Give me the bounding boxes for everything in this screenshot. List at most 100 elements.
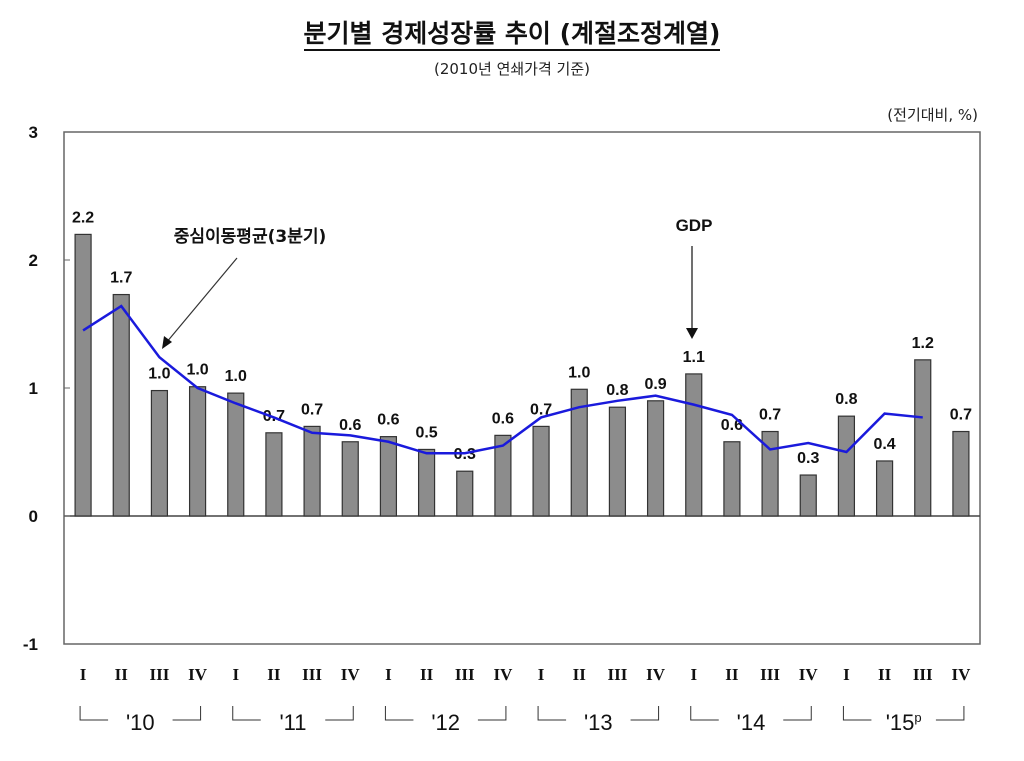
bar xyxy=(188,386,207,517)
bar xyxy=(227,392,245,517)
x-tick-label: II xyxy=(573,665,587,684)
data-label: 0.3 xyxy=(797,450,819,467)
bar xyxy=(456,470,474,517)
data-label: 1.0 xyxy=(186,362,208,379)
arrow-head xyxy=(686,328,698,339)
x-tick-label: I xyxy=(843,665,850,684)
bar xyxy=(952,430,970,517)
arrow-head xyxy=(162,336,172,349)
data-label: 0.7 xyxy=(530,401,552,418)
bar xyxy=(914,359,932,517)
year-bracket-left xyxy=(232,706,261,721)
x-tick-label: I xyxy=(80,665,87,684)
y-tick-label: -1 xyxy=(23,635,38,654)
x-tick-label: IV xyxy=(799,665,819,684)
bar xyxy=(685,373,703,517)
data-label: 0.8 xyxy=(835,391,857,408)
data-label: 0.4 xyxy=(873,436,895,453)
x-tick-label: II xyxy=(115,665,129,684)
year-bracket-right xyxy=(325,706,354,721)
data-label: 0.7 xyxy=(759,407,781,424)
x-tick-label: III xyxy=(607,665,627,684)
x-tick-label: I xyxy=(385,665,392,684)
year-label: '15p xyxy=(886,710,922,735)
data-label: 0.3 xyxy=(454,446,476,463)
year-label: '12 xyxy=(431,710,460,735)
bar xyxy=(112,293,130,517)
data-label: 0.7 xyxy=(301,401,323,418)
bar xyxy=(150,389,169,517)
bar xyxy=(494,434,512,517)
data-label: 1.0 xyxy=(148,366,170,383)
bar xyxy=(761,430,779,517)
x-tick-label: II xyxy=(420,665,434,684)
year-label: '13 xyxy=(584,710,613,735)
bar xyxy=(646,400,665,517)
x-tick-label: I xyxy=(690,665,697,684)
data-label: 0.6 xyxy=(721,417,743,434)
x-tick-label: IV xyxy=(341,665,361,684)
x-tick-label: IV xyxy=(493,665,513,684)
bar xyxy=(608,406,627,517)
bar xyxy=(532,425,550,517)
y-tick-label: 1 xyxy=(29,379,38,398)
bar xyxy=(875,460,894,517)
data-label: 0.9 xyxy=(644,376,666,393)
moving-average-line xyxy=(82,304,923,455)
data-label: 0.6 xyxy=(377,412,399,429)
data-label: 1.1 xyxy=(683,349,705,366)
bar xyxy=(303,425,321,517)
bar xyxy=(837,415,856,517)
x-tick-label: III xyxy=(302,665,322,684)
x-tick-label: II xyxy=(878,665,892,684)
x-tick-label: III xyxy=(149,665,169,684)
bar xyxy=(74,233,92,517)
x-tick-label: I xyxy=(232,665,239,684)
data-label: 1.0 xyxy=(225,368,247,385)
data-label: 0.6 xyxy=(339,417,361,434)
bar xyxy=(379,436,398,517)
x-tick-label: IV xyxy=(646,665,666,684)
year-label: '10 xyxy=(126,710,155,735)
year-bracket-right xyxy=(783,706,812,721)
year-bracket-left xyxy=(537,706,567,721)
data-label: 0.5 xyxy=(415,424,437,441)
y-tick-label: 2 xyxy=(29,251,38,270)
bar xyxy=(723,441,741,517)
year-bracket-left xyxy=(690,706,719,721)
bar xyxy=(570,388,588,517)
data-label: 2.2 xyxy=(72,209,94,226)
year-bracket-right xyxy=(630,706,660,721)
moving-average-annotation: 중심이동평균(3분기) xyxy=(174,227,327,247)
data-label: 1.2 xyxy=(912,335,934,352)
bar xyxy=(799,474,817,517)
gdp-annotation: GDP xyxy=(676,216,713,235)
bar xyxy=(341,441,359,517)
data-label: 0.8 xyxy=(606,382,628,399)
y-tick-label: 3 xyxy=(29,123,38,142)
x-tick-label: IV xyxy=(188,665,208,684)
chart-subtitle: (2010년 연쇄가격 기준) xyxy=(433,60,590,78)
x-tick-label: II xyxy=(725,665,739,684)
annotation-arrow xyxy=(165,257,238,344)
x-tick-label: II xyxy=(267,665,281,684)
data-label: 1.0 xyxy=(568,364,590,381)
year-label: '11 xyxy=(279,710,306,735)
year-bracket-left xyxy=(79,706,109,721)
x-tick-label: IV xyxy=(951,665,971,684)
x-tick-label: I xyxy=(538,665,545,684)
unit-label: (전기대비, %) xyxy=(887,106,978,124)
y-tick-label: 0 xyxy=(29,507,38,526)
bar xyxy=(417,448,436,517)
year-label: '14 xyxy=(737,710,766,735)
x-tick-label: III xyxy=(455,665,475,684)
data-label: 0.7 xyxy=(950,407,972,424)
x-tick-label: III xyxy=(913,665,933,684)
bar xyxy=(265,432,283,517)
x-tick-label: III xyxy=(760,665,780,684)
data-label: 1.7 xyxy=(110,270,132,287)
year-bracket-right xyxy=(172,706,202,721)
year-bracket-right xyxy=(935,706,965,721)
year-bracket-right xyxy=(477,706,507,721)
